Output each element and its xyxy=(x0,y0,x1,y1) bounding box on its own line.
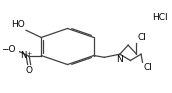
Text: Cl: Cl xyxy=(137,33,146,42)
Text: N: N xyxy=(116,55,123,64)
Text: +: + xyxy=(26,51,32,56)
Text: O: O xyxy=(26,66,33,75)
Text: −O: −O xyxy=(1,45,15,54)
Text: Cl: Cl xyxy=(143,63,152,72)
Text: N: N xyxy=(20,51,27,60)
Text: HO: HO xyxy=(12,20,25,29)
Text: HCl: HCl xyxy=(152,13,168,22)
